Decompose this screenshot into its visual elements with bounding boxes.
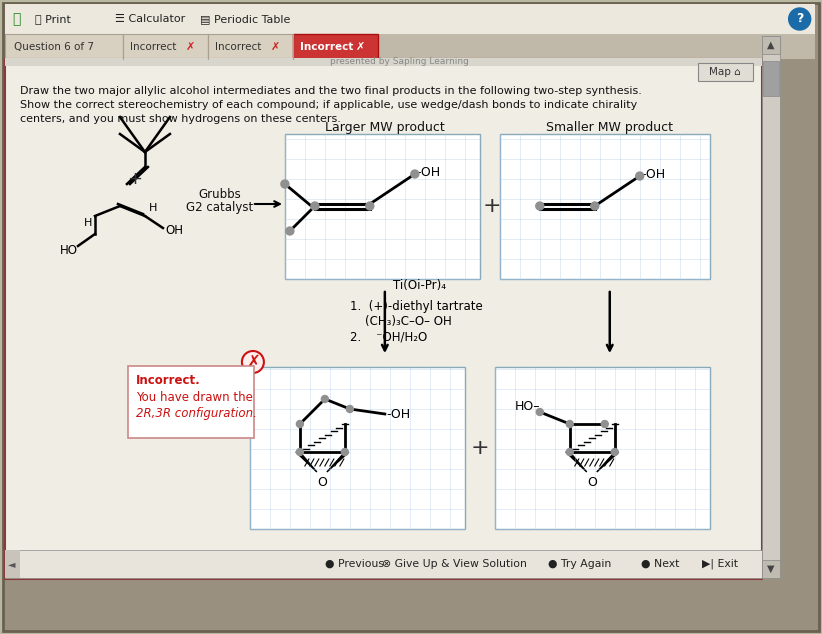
Text: -OH: -OH [417,165,441,179]
Text: ⎙ Print: ⎙ Print [35,14,71,24]
Circle shape [281,180,289,188]
Text: O: O [317,476,327,489]
Text: ✗: ✗ [356,42,365,52]
Text: H: H [84,218,92,228]
Text: Smaller MW product: Smaller MW product [547,120,673,134]
Bar [5,34,123,59]
Bar [762,36,780,54]
Text: ✗: ✗ [246,353,260,371]
Text: ◄: ◄ [8,559,16,569]
Bar [5,4,815,34]
Text: 2R,3R configuration.: 2R,3R configuration. [136,407,256,420]
Text: ▲: ▲ [767,40,774,50]
Text: O: O [587,476,597,489]
Circle shape [286,227,294,235]
Bar [5,550,20,578]
Polygon shape [597,452,619,472]
Polygon shape [296,452,316,472]
Bar [5,550,762,578]
Circle shape [536,408,543,415]
Text: Incorrect: Incorrect [215,42,261,52]
Circle shape [366,202,374,210]
Text: +: + [127,170,142,188]
Text: Ti(Oi-Pr)₄: Ti(Oi-Pr)₄ [394,280,446,292]
Text: OH: OH [165,224,183,236]
Text: 1.  (+)-diethyl tartrate: 1. (+)-diethyl tartrate [350,300,483,313]
Bar [763,61,778,96]
Bar [208,34,293,59]
Text: ● Previous: ● Previous [326,559,385,569]
Text: Draw the two major allylic alcohol intermediates and the two final products in t: Draw the two major allylic alcohol inter… [20,86,642,96]
Text: +: + [470,438,489,458]
Bar [500,134,709,279]
Circle shape [635,172,644,180]
Circle shape [242,351,264,373]
Text: -OH: -OH [387,408,411,420]
Text: HO: HO [60,243,78,257]
Bar [285,134,480,279]
Bar [762,560,780,578]
Text: ⊗ Give Up & View Solution: ⊗ Give Up & View Solution [382,559,527,569]
Text: G2 catalyst: G2 catalyst [187,200,253,214]
Bar [5,34,815,59]
Text: ✗: ✗ [186,42,196,52]
Polygon shape [327,452,349,472]
Text: Question 6 of 7: Question 6 of 7 [14,42,94,52]
Circle shape [341,448,349,455]
Circle shape [321,396,328,403]
Text: You have drawn the: You have drawn the [136,391,253,404]
Bar [293,34,378,59]
Text: 2.    ⁻OH/H₂O: 2. ⁻OH/H₂O [350,330,427,343]
Circle shape [591,202,598,210]
Circle shape [566,448,573,455]
Text: ▼: ▼ [767,564,774,574]
Text: ▶| Exit: ▶| Exit [702,559,737,569]
Text: Grubbs: Grubbs [199,188,242,200]
Text: ▤ Periodic Table: ▤ Periodic Table [200,14,290,24]
FancyBboxPatch shape [128,366,254,438]
Text: ✗: ✗ [271,42,280,52]
Circle shape [536,202,544,210]
Text: presented by Sapling Learning: presented by Sapling Learning [330,58,469,67]
Bar [123,34,208,59]
Text: HO–: HO– [515,399,540,413]
Circle shape [411,170,419,178]
Text: Map ⌂: Map ⌂ [709,67,741,77]
Text: ☰ Calculator: ☰ Calculator [115,14,185,24]
Polygon shape [566,452,587,472]
Bar [5,58,762,66]
Circle shape [311,202,319,210]
Circle shape [788,8,810,30]
Text: ● Try Again: ● Try Again [548,559,612,569]
Bar [5,59,762,579]
Circle shape [297,420,303,427]
Text: Incorrect: Incorrect [300,42,353,52]
Bar [762,36,780,578]
Text: centers, and you must show hydrogens on these centers.: centers, and you must show hydrogens on … [20,114,341,124]
Text: +: + [483,196,501,216]
Circle shape [601,420,608,427]
Circle shape [346,406,353,413]
Text: Show the correct stereochemistry of each compound; if applicable, use wedge/dash: Show the correct stereochemistry of each… [20,100,637,110]
Bar [250,367,464,529]
Bar [5,34,815,36]
Bar [698,63,753,81]
Text: -OH: -OH [642,167,666,181]
Circle shape [566,420,573,427]
Text: ?: ? [796,13,803,25]
Bar [495,367,709,529]
Text: Larger MW product: Larger MW product [325,120,445,134]
Circle shape [297,448,303,455]
Circle shape [612,448,618,455]
Text: Incorrect: Incorrect [130,42,177,52]
Text: 🍃: 🍃 [12,12,21,26]
Text: (CH₃)₃C–O– OH: (CH₃)₃C–O– OH [350,315,451,328]
Text: Incorrect.: Incorrect. [136,374,201,387]
Text: H: H [149,203,157,213]
Text: ● Next: ● Next [640,559,679,569]
